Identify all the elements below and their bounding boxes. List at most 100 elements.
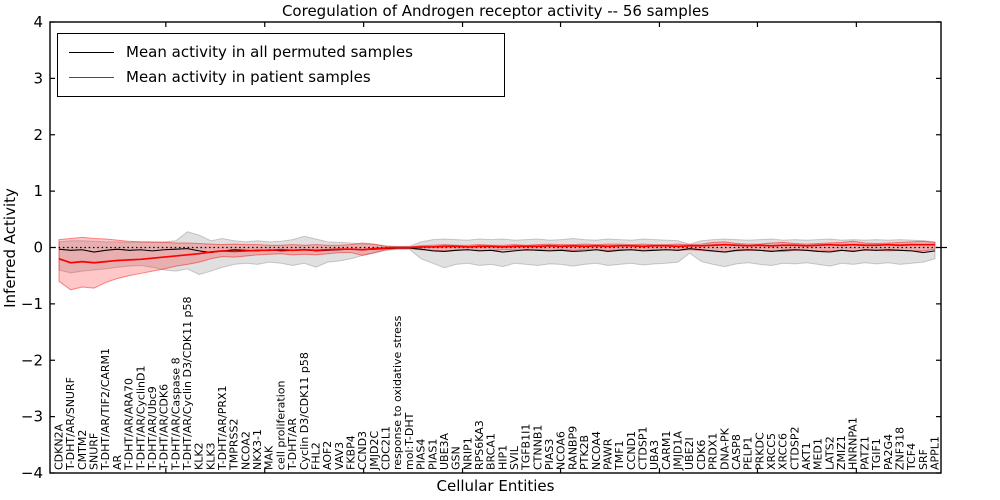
x-entity-label: CMTM2 bbox=[76, 430, 89, 470]
x-entity-label: CDK6 bbox=[695, 440, 708, 470]
x-entity-label: T-DHT/AR/Cyclin D3/CDK11 p58 bbox=[181, 296, 194, 471]
y-tick-label: 1 bbox=[33, 182, 43, 200]
x-entity-label: XRCC6 bbox=[777, 433, 790, 470]
x-entity-label: T-DHT/AR bbox=[286, 418, 299, 471]
x-entity-label: T-DHT/AR/CDK6 bbox=[158, 384, 171, 471]
x-entity-label: MAK bbox=[263, 445, 276, 470]
x-entity-label: SVIL bbox=[508, 445, 521, 470]
x-entity-label: XRCC5 bbox=[765, 433, 778, 470]
y-tick-label: −1 bbox=[21, 295, 43, 313]
x-entity-label: T-DHT/AR/SNURF bbox=[64, 377, 77, 471]
x-entity-label: T-DHT/AR/Caspase 8 bbox=[169, 357, 182, 471]
x-entity-label: CCND3 bbox=[356, 431, 369, 470]
y-tick-label: −3 bbox=[21, 408, 43, 426]
y-tick-label: 4 bbox=[33, 13, 43, 31]
x-entity-label: VAV3 bbox=[333, 442, 346, 470]
x-entity-label: UBA3 bbox=[648, 440, 661, 470]
x-entity-label: NCOA2 bbox=[239, 431, 252, 470]
x-entity-label: T-DHT/AR/CyclinD1 bbox=[134, 365, 147, 471]
x-entity-label: GSN bbox=[450, 446, 463, 470]
x-entity-label: BRCA1 bbox=[485, 433, 498, 470]
x-entity-label: TGFB1I1 bbox=[520, 424, 533, 471]
x-entity-label: CTDSP1 bbox=[637, 427, 650, 470]
x-entity-label: T-DHT/AR/Ubc9 bbox=[146, 386, 159, 471]
x-entity-label: CASP8 bbox=[730, 434, 743, 470]
x-entity-label: PATZ1 bbox=[858, 436, 871, 470]
x-entity-label: Cyclin D3/CDK11 p58 bbox=[298, 352, 311, 470]
x-entity-label: PIAS4 bbox=[415, 439, 428, 470]
chart-title: Coregulation of Androgen receptor activi… bbox=[281, 2, 710, 20]
y-axis-label: Inferred Activity bbox=[1, 188, 19, 308]
x-entity-label: RANBP9 bbox=[566, 426, 579, 470]
x-entity-label: ZNF318 bbox=[893, 427, 906, 470]
x-entity-label: CARM1 bbox=[660, 431, 673, 470]
x-entity-label: UBE3A bbox=[438, 432, 451, 470]
legend-line-sample-patient bbox=[69, 77, 114, 79]
x-entity-label: NCOA6 bbox=[555, 431, 568, 470]
x-entity-label: PAWR bbox=[601, 438, 614, 470]
x-entity-label: cell proliferation bbox=[274, 380, 287, 470]
legend-item-permuted: Mean activity in all permuted samples bbox=[69, 42, 504, 61]
x-entity-label: APPL1 bbox=[929, 436, 942, 470]
permuted-range-band bbox=[58, 231, 936, 276]
x-entity-label: CDKN2A bbox=[53, 423, 66, 470]
x-entity-label: UBE2I bbox=[683, 437, 696, 470]
x-entity-label: LATS2 bbox=[823, 436, 836, 470]
x-entity-label: TMPRSS2 bbox=[228, 419, 241, 471]
x-entity-label: NRIP1 bbox=[461, 437, 474, 470]
legend-line-sample-permuted bbox=[69, 51, 114, 53]
x-entity-label: TMF1 bbox=[613, 440, 626, 471]
x-entity-label: PA2G4 bbox=[882, 434, 895, 470]
x-entity-label: FHL2 bbox=[309, 442, 322, 470]
x-entity-label: T-DHT/AR/PRX1 bbox=[216, 385, 229, 471]
x-entity-label: TGIF1 bbox=[870, 438, 883, 471]
permuted-mean-line bbox=[58, 247, 936, 254]
x-entity-label: HIP1 bbox=[496, 445, 509, 470]
x-entity-label: PRKDC bbox=[753, 432, 766, 470]
x-entity-label: JMJD1A bbox=[672, 431, 685, 471]
x-entity-label: TCF4 bbox=[905, 443, 918, 471]
x-entity-label: FKBP4 bbox=[345, 435, 358, 470]
x-entity-label: AR bbox=[111, 454, 124, 470]
y-tick-label: 0 bbox=[33, 239, 43, 257]
x-entity-label: PRDX1 bbox=[707, 433, 720, 470]
y-tick-label: −4 bbox=[21, 464, 43, 482]
x-entity-label: CTDSP2 bbox=[788, 427, 801, 470]
x-entity-label: PELP1 bbox=[742, 437, 755, 470]
legend-label-patient: Mean activity in patient samples bbox=[126, 68, 371, 87]
x-entity-label: mol:T-DHT bbox=[403, 412, 416, 470]
x-entity-label: PIAS3 bbox=[543, 439, 556, 470]
legend-label-permuted: Mean activity in all permuted samples bbox=[126, 42, 413, 61]
x-entity-label: CTNNB1 bbox=[531, 425, 544, 470]
legend-item-patient: Mean activity in patient samples bbox=[69, 70, 504, 85]
x-entity-label: RPS6KA3 bbox=[473, 420, 486, 470]
y-tick-label: 2 bbox=[33, 126, 43, 144]
patient-mean-line bbox=[58, 243, 935, 264]
x-entity-label: ZMIZ1 bbox=[835, 435, 848, 470]
x-entity-label: KLK3 bbox=[204, 442, 217, 470]
x-entity-label: JMJD2C bbox=[368, 431, 381, 471]
x-entity-label: NCOA4 bbox=[590, 431, 603, 470]
x-entity-label: response to oxidative stress bbox=[391, 315, 404, 470]
y-tick-label: 3 bbox=[33, 69, 43, 87]
x-entity-label: DNA-PK bbox=[718, 427, 731, 470]
x-entity-label: PIAS1 bbox=[426, 439, 439, 470]
x-entity-label: T-DHT/AR/TIF2/CARM1 bbox=[99, 348, 112, 471]
x-axis-label: Cellular Entities bbox=[436, 477, 555, 495]
x-entity-label: SNURF bbox=[88, 433, 101, 470]
x-entity-label: KLK2 bbox=[193, 442, 206, 470]
x-entity-label: NKX3-1 bbox=[251, 429, 264, 470]
x-entity-label: CDC2L1 bbox=[380, 426, 393, 470]
x-entity-label: CCND1 bbox=[625, 431, 638, 470]
x-entity-label: AOF2 bbox=[321, 441, 334, 470]
x-entity-label: T-DHT/AR/ARA70 bbox=[123, 378, 136, 471]
legend: Mean activity in all permuted samples Me… bbox=[57, 33, 505, 97]
x-entity-label: PTK2B bbox=[578, 435, 591, 470]
x-entity-label: SRF bbox=[917, 449, 930, 470]
x-entity-label: AKT1 bbox=[800, 442, 813, 470]
y-tick-label: −2 bbox=[21, 351, 43, 369]
x-entity-label: HNRNPA1 bbox=[847, 417, 860, 470]
x-entity-label: MED1 bbox=[812, 438, 825, 470]
